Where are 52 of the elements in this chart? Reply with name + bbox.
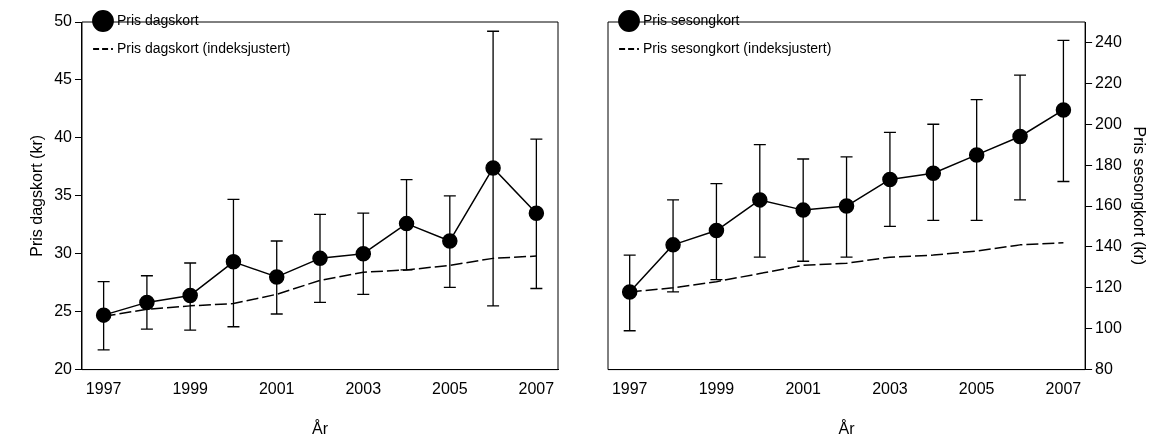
x-tick-label: 1997 bbox=[611, 379, 648, 397]
x-tick-label: 2001 bbox=[785, 379, 822, 397]
x-axis-title: År bbox=[838, 418, 856, 437]
y2-tick-label: 180 bbox=[1095, 155, 1122, 173]
x-tick-label: 2007 bbox=[518, 379, 555, 397]
x-tick-label: 1999 bbox=[698, 379, 735, 397]
point bbox=[795, 202, 811, 218]
y-tick-label: 35 bbox=[54, 186, 73, 204]
y-tick-label: 40 bbox=[54, 128, 73, 146]
point bbox=[968, 147, 985, 163]
x-tick-label: 2001 bbox=[258, 379, 295, 397]
point bbox=[355, 245, 372, 262]
point bbox=[442, 233, 458, 249]
y2-tick-label: 80 bbox=[1095, 360, 1113, 378]
y2-tick-label: 120 bbox=[1095, 278, 1122, 296]
y-tick-label: 20 bbox=[54, 360, 73, 378]
y2-tick-label: 220 bbox=[1095, 73, 1122, 91]
y-tick-label: 30 bbox=[54, 244, 73, 262]
point bbox=[398, 215, 415, 232]
x-tick-label: 2007 bbox=[1045, 379, 1082, 397]
x-tick-label: 1997 bbox=[85, 379, 122, 397]
point bbox=[925, 165, 942, 182]
y2-tick-label: 100 bbox=[1095, 319, 1122, 337]
point bbox=[95, 307, 112, 323]
point bbox=[708, 222, 725, 239]
point bbox=[182, 287, 198, 304]
x-tick-label: 2003 bbox=[345, 379, 382, 397]
legend-label: Pris sesongkort bbox=[643, 11, 740, 28]
point bbox=[621, 284, 638, 300]
y2-tick-label: 200 bbox=[1095, 114, 1122, 132]
y2-tick-label: 160 bbox=[1095, 196, 1122, 214]
x-tick-label: 1999 bbox=[172, 379, 209, 397]
point bbox=[268, 269, 285, 285]
point bbox=[225, 254, 242, 270]
y-tick-label: 25 bbox=[54, 302, 73, 320]
x-tick-label: 2005 bbox=[958, 379, 995, 397]
y-axis-title: Pris dagskort (kr) bbox=[28, 134, 46, 257]
point bbox=[1055, 102, 1072, 118]
y-tick-label: 50 bbox=[54, 12, 73, 30]
x-tick-label: 2003 bbox=[872, 379, 908, 397]
legend-label: Pris dagskort bbox=[117, 11, 199, 28]
y-tick-label: 45 bbox=[54, 70, 73, 88]
point bbox=[752, 192, 768, 208]
x-axis-title: År bbox=[312, 418, 329, 437]
point bbox=[838, 198, 855, 214]
y2-axis-title: Pris sesongkort (kr) bbox=[1130, 126, 1148, 266]
x-tick-label: 2005 bbox=[432, 379, 468, 397]
y2-tick-label: 240 bbox=[1095, 32, 1122, 50]
legend-label: Pris dagskort (indeksjustert) bbox=[117, 39, 291, 56]
legend-label: Pris sesongkort (indeksjustert) bbox=[643, 39, 832, 56]
y2-tick-label: 140 bbox=[1095, 237, 1122, 255]
point bbox=[528, 205, 545, 221]
